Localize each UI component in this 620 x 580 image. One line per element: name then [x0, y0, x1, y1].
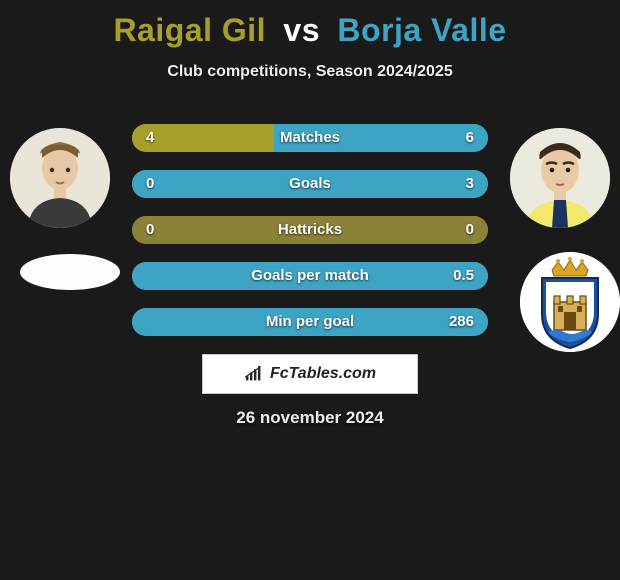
player1-club-badge: [20, 254, 120, 290]
player2-avatar: [510, 128, 610, 228]
player2-avatar-svg: [510, 128, 610, 228]
stat-row: 0 3 Goals: [132, 170, 488, 198]
brand-text: FcTables.com: [270, 365, 376, 383]
stat-row: 286 Min per goal: [132, 308, 488, 336]
player2-club-badge-svg: [520, 252, 620, 352]
brand-bar-icon: [244, 366, 264, 382]
player1-avatar: [10, 128, 110, 228]
date-text: 26 november 2024: [0, 408, 620, 428]
stat-row: 4 6 Matches: [132, 124, 488, 152]
comparison-card: Raigal Gil vs Borja Valle Club competiti…: [0, 0, 620, 580]
stat-row: 0.5 Goals per match: [132, 262, 488, 290]
subtitle: Club competitions, Season 2024/2025: [0, 63, 620, 81]
stat-label: Min per goal: [132, 308, 488, 336]
brand-box: FcTables.com: [202, 354, 418, 394]
stat-label: Goals per match: [132, 262, 488, 290]
stat-bars: 4 6 Matches 0 3 Goals 0 0 Hattricks 0.5 …: [132, 124, 488, 354]
stat-label: Matches: [132, 124, 488, 152]
title-vs: vs: [283, 12, 320, 48]
title-player1: Raigal Gil: [113, 12, 266, 48]
stat-row: 0 0 Hattricks: [132, 216, 488, 244]
stat-label: Hattricks: [132, 216, 488, 244]
stat-label: Goals: [132, 170, 488, 198]
player1-avatar-svg: [10, 128, 110, 228]
player2-club-badge: [520, 252, 620, 352]
title-player2: Borja Valle: [337, 12, 506, 48]
page-title: Raigal Gil vs Borja Valle: [0, 0, 620, 49]
